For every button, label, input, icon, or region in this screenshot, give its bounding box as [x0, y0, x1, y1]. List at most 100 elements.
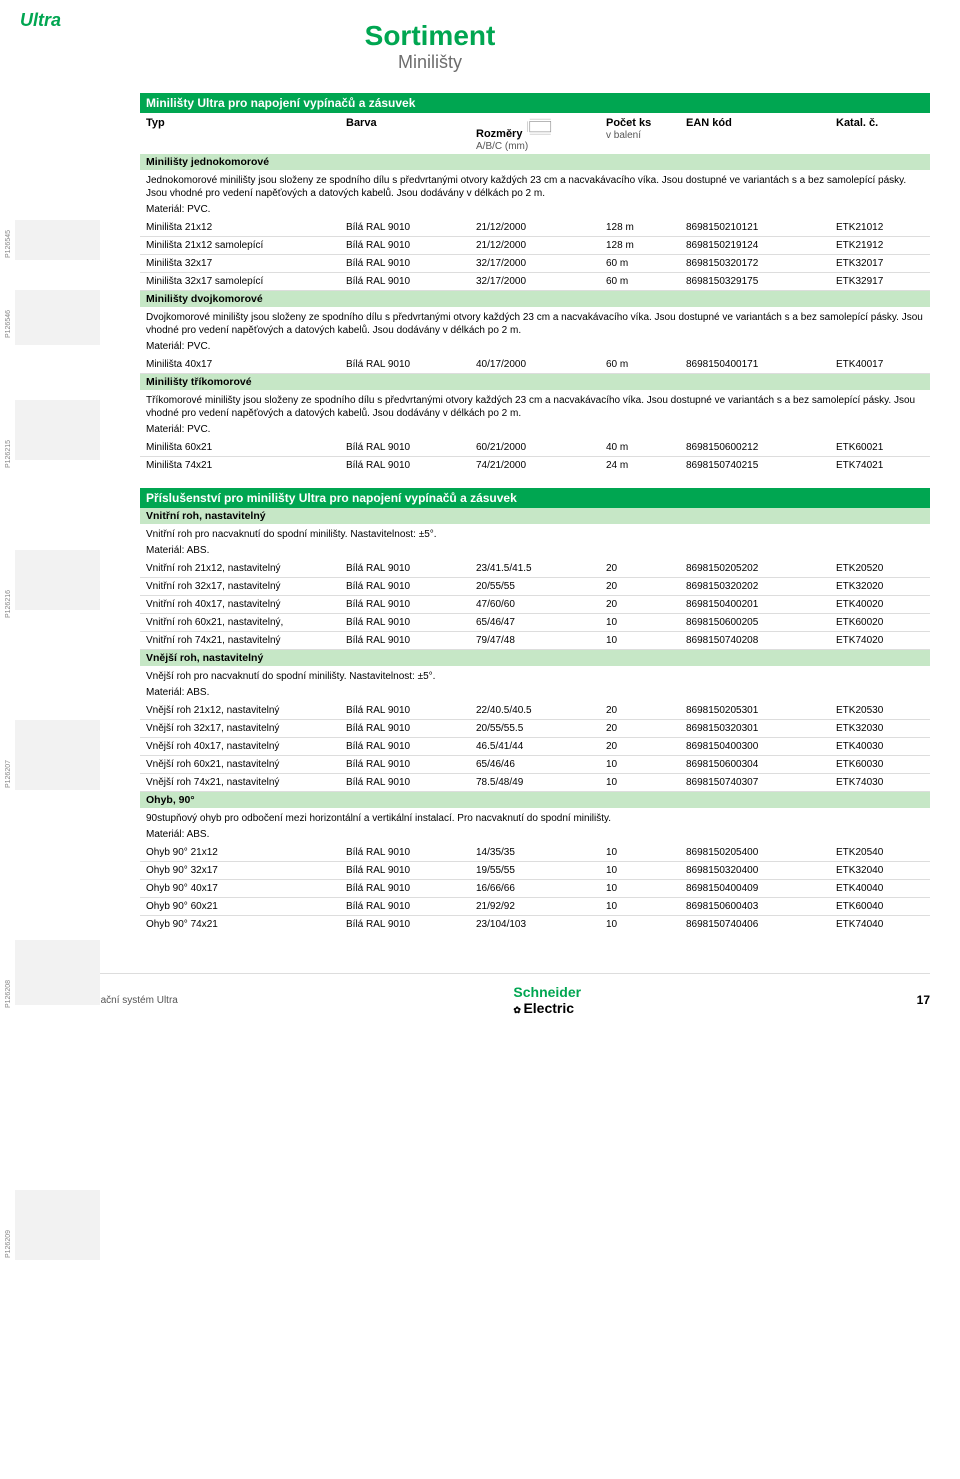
- cell-ks: 60 m: [606, 258, 686, 269]
- cell-typ: Minilišta 21x12: [146, 222, 346, 233]
- cell-ean: 8698150600403: [686, 901, 836, 912]
- col-barva: Barva: [346, 117, 476, 152]
- cell-typ: Vnitřní roh 32x17, nastavitelný: [146, 581, 346, 592]
- title-sub: Minilišty: [0, 52, 930, 73]
- cell-ks: 40 m: [606, 442, 686, 453]
- section-header: Minilišty Ultra pro napojení vypínačů a …: [140, 93, 930, 113]
- cell-ks: 10: [606, 901, 686, 912]
- cell-ks: 20: [606, 741, 686, 752]
- table-row: Vnitřní roh 60x21, nastavitelný,Bílá RAL…: [140, 614, 930, 632]
- cell-ean: 8698150400171: [686, 359, 836, 370]
- cell-barva: Bílá RAL 9010: [346, 865, 476, 876]
- cell-roz: 79/47/48: [476, 635, 606, 646]
- col-katal: Katal. č.: [836, 117, 936, 152]
- cell-typ: Ohyb 90° 60x21: [146, 901, 346, 912]
- cell-barva: Bílá RAL 9010: [346, 901, 476, 912]
- cell-ean: 8698150210121: [686, 222, 836, 233]
- cell-typ: Minilišta 60x21: [146, 442, 346, 453]
- subsection-header: Minilišty tříkomorové: [140, 374, 930, 390]
- cell-roz: 32/17/2000: [476, 258, 606, 269]
- cell-ean: 8698150400300: [686, 741, 836, 752]
- material-note: Materiál: PVC.: [140, 341, 930, 356]
- cell-barva: Bílá RAL 9010: [346, 563, 476, 574]
- table-row: Ohyb 90° 32x17Bílá RAL 901019/55/5510869…: [140, 862, 930, 880]
- page-footer: Rozvodný instalační systém Ultra Schneid…: [30, 973, 930, 1026]
- subsection-description: Tříkomorové minilišty jsou složeny ze sp…: [140, 390, 930, 424]
- table-row: Vnější roh 60x21, nastavitelnýBílá RAL 9…: [140, 756, 930, 774]
- cell-ks: 128 m: [606, 240, 686, 251]
- cell-kat: ETK32020: [836, 581, 936, 592]
- table-row: Ohyb 90° 60x21Bílá RAL 901021/92/9210869…: [140, 898, 930, 916]
- cell-barva: Bílá RAL 9010: [346, 359, 476, 370]
- cell-roz: 21/12/2000: [476, 240, 606, 251]
- cell-barva: Bílá RAL 9010: [346, 635, 476, 646]
- table-row: Minilišta 40x17Bílá RAL 901040/17/200060…: [140, 356, 930, 374]
- cell-kat: ETK40020: [836, 599, 936, 610]
- cell-ks: 60 m: [606, 276, 686, 287]
- table-row: Ohyb 90° 74x21Bílá RAL 901023/104/103108…: [140, 916, 930, 933]
- cell-kat: ETK60021: [836, 442, 936, 453]
- table-row: Ohyb 90° 40x17Bílá RAL 901016/66/6610869…: [140, 880, 930, 898]
- subsection-description: Vnitřní roh pro nacvaknutí do spodní min…: [140, 524, 930, 545]
- cell-ks: 10: [606, 919, 686, 930]
- cell-typ: Vnější roh 74x21, nastavitelný: [146, 777, 346, 788]
- image-ref: P126208: [5, 980, 12, 1008]
- schneider-logo: Schneider ✿ Electric: [513, 984, 581, 1016]
- cell-barva: Bílá RAL 9010: [346, 460, 476, 471]
- cell-typ: Minilišta 40x17: [146, 359, 346, 370]
- cell-barva: Bílá RAL 9010: [346, 599, 476, 610]
- table-row: Minilišta 21x12Bílá RAL 901021/12/200012…: [140, 219, 930, 237]
- table-row: Minilišta 60x21Bílá RAL 901060/21/200040…: [140, 439, 930, 457]
- subsection-header: Minilišty dvojkomorové: [140, 291, 930, 307]
- table-row: Minilišta 32x17Bílá RAL 901032/17/200060…: [140, 255, 930, 273]
- material-note: Materiál: ABS.: [140, 545, 930, 560]
- cell-typ: Minilišta 74x21: [146, 460, 346, 471]
- cell-typ: Vnější roh 21x12, nastavitelný: [146, 705, 346, 716]
- cell-barva: Bílá RAL 9010: [346, 581, 476, 592]
- cell-ks: 20: [606, 581, 686, 592]
- image-ref: P126546: [5, 310, 12, 338]
- cell-roz: 19/55/55: [476, 865, 606, 876]
- subsection-header: Vnitřní roh, nastavitelný: [140, 508, 930, 524]
- cell-typ: Ohyb 90° 74x21: [146, 919, 346, 930]
- product-image: [15, 220, 100, 260]
- cell-typ: Vnitřní roh 40x17, nastavitelný: [146, 599, 346, 610]
- cell-barva: Bílá RAL 9010: [346, 617, 476, 628]
- cell-ean: 8698150740307: [686, 777, 836, 788]
- cell-barva: Bílá RAL 9010: [346, 723, 476, 734]
- subsection-description: 90stupňový ohyb pro odbočení mezi horizo…: [140, 808, 930, 829]
- cell-typ: Ohyb 90° 32x17: [146, 865, 346, 876]
- cell-roz: 65/46/47: [476, 617, 606, 628]
- cell-typ: Vnitřní roh 60x21, nastavitelný,: [146, 617, 346, 628]
- cell-kat: ETK32917: [836, 276, 936, 287]
- cell-ean: 8698150600212: [686, 442, 836, 453]
- cell-kat: ETK20520: [836, 563, 936, 574]
- cell-ks: 10: [606, 759, 686, 770]
- cell-barva: Bílá RAL 9010: [346, 883, 476, 894]
- cell-kat: ETK21012: [836, 222, 936, 233]
- table-row: Vnější roh 74x21, nastavitelnýBílá RAL 9…: [140, 774, 930, 792]
- subsection-header: Ohyb, 90°: [140, 792, 930, 808]
- cell-barva: Bílá RAL 9010: [346, 919, 476, 930]
- cell-ean: 8698150205400: [686, 847, 836, 858]
- cell-barva: Bílá RAL 9010: [346, 777, 476, 788]
- table-row: Minilišta 74x21Bílá RAL 901074/21/200024…: [140, 457, 930, 474]
- cell-roz: 21/92/92: [476, 901, 606, 912]
- cell-kat: ETK40040: [836, 883, 936, 894]
- cell-ean: 8698150320301: [686, 723, 836, 734]
- product-image: [15, 400, 100, 460]
- cell-barva: Bílá RAL 9010: [346, 847, 476, 858]
- cell-ks: 10: [606, 617, 686, 628]
- cell-ean: 8698150320172: [686, 258, 836, 269]
- material-note: Materiál: ABS.: [140, 687, 930, 702]
- cell-ks: 10: [606, 883, 686, 894]
- cell-roz: 21/12/2000: [476, 222, 606, 233]
- cell-roz: 14/35/35: [476, 847, 606, 858]
- cell-ean: 8698150219124: [686, 240, 836, 251]
- brand-logo: Ultra: [20, 10, 61, 31]
- col-ean: EAN kód: [686, 117, 836, 152]
- cell-roz: 16/66/66: [476, 883, 606, 894]
- cell-barva: Bílá RAL 9010: [346, 759, 476, 770]
- cell-ks: 20: [606, 723, 686, 734]
- subsection-header: Minilišty jednokomorové: [140, 154, 930, 170]
